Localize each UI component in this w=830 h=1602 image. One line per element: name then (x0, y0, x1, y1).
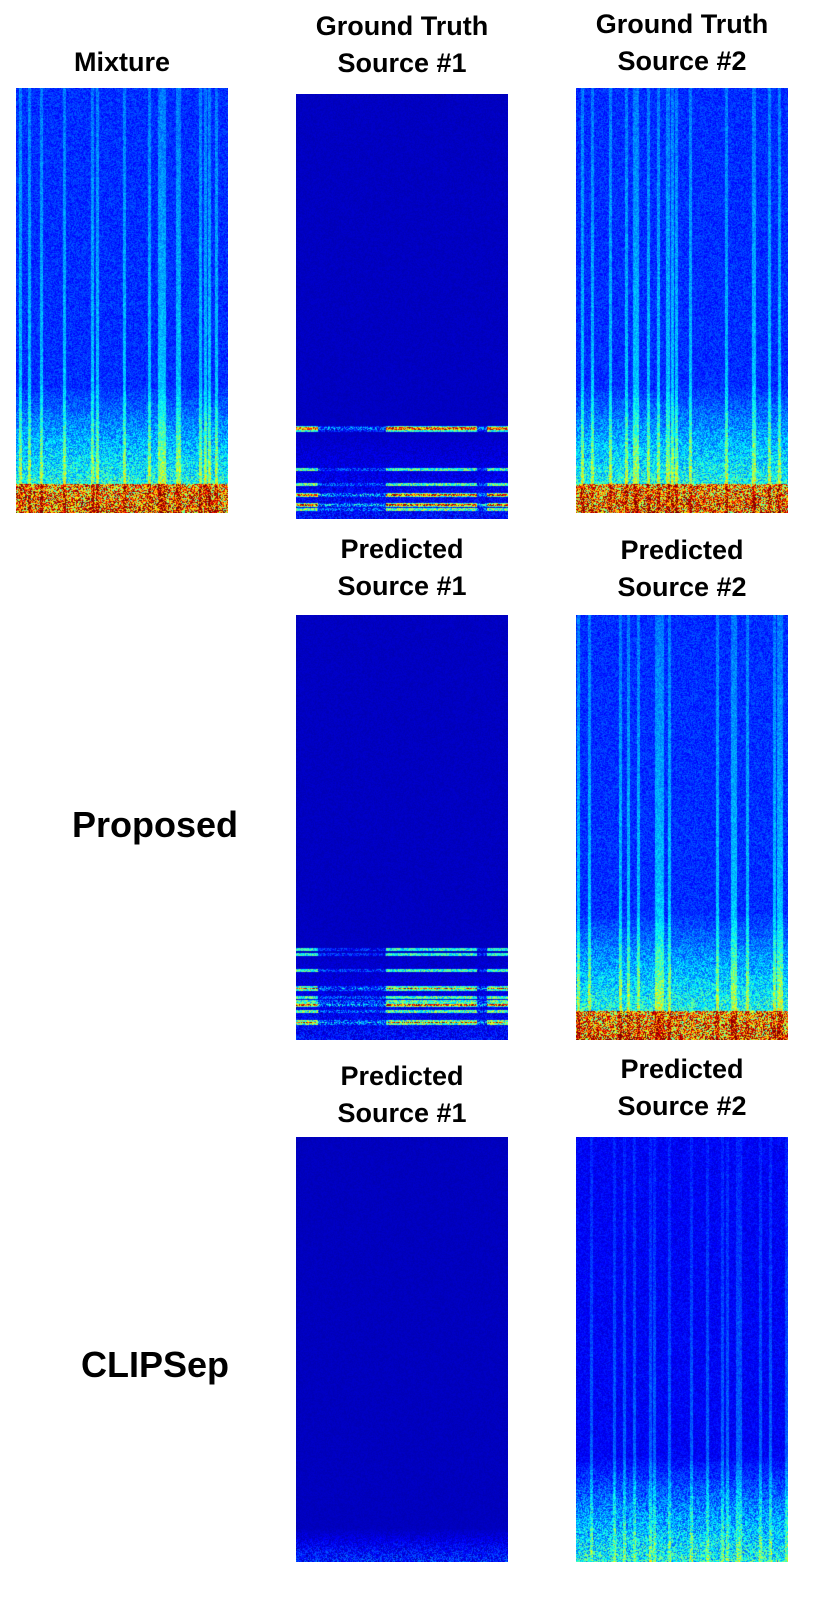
mixture-spectrogram (16, 88, 228, 513)
clipsep-source2-line1: Predicted (620, 1054, 744, 1084)
proposed-source2-spectrogram (576, 615, 788, 1040)
clipsep-source1-spectrogram (296, 1137, 508, 1562)
proposed-source1-line2: Source #1 (337, 571, 467, 601)
clipsep-source2-line2: Source #2 (617, 1091, 747, 1121)
proposed-source1-caption: Predicted Source #1 (296, 531, 508, 605)
clipsep-source1-line2: Source #1 (337, 1098, 467, 1128)
gt-source1-line1: Ground Truth (315, 11, 489, 41)
clipsep-source2-caption: Predicted Source #2 (576, 1051, 788, 1125)
gt-source2-line1: Ground Truth (595, 9, 769, 39)
proposed-source1-line1: Predicted (340, 534, 464, 564)
clipsep-source1-caption: Predicted Source #1 (296, 1058, 508, 1132)
gt-source1-line2: Source #1 (337, 48, 467, 78)
proposed-source2-line2: Source #2 (617, 572, 747, 602)
proposed-source2-line1: Predicted (620, 535, 744, 565)
mixture-caption: Mixture (16, 44, 228, 81)
clipsep-source1-line1: Predicted (340, 1061, 464, 1091)
gt-source2-spectrogram (576, 88, 788, 513)
proposed-source1-spectrogram (296, 615, 508, 1040)
gt-source1-spectrogram (296, 94, 508, 519)
gt-source1-caption: Ground Truth Source #1 (296, 8, 508, 82)
gt-source2-caption: Ground Truth Source #2 (576, 6, 788, 80)
gt-source2-line2: Source #2 (617, 46, 747, 76)
proposed-source2-caption: Predicted Source #2 (576, 532, 788, 606)
proposed-row-label: Proposed (71, 804, 239, 845)
mixture-title: Mixture (73, 47, 171, 77)
clipsep-source2-spectrogram (576, 1137, 788, 1562)
clipsep-row-label: CLIPSep (80, 1344, 230, 1385)
